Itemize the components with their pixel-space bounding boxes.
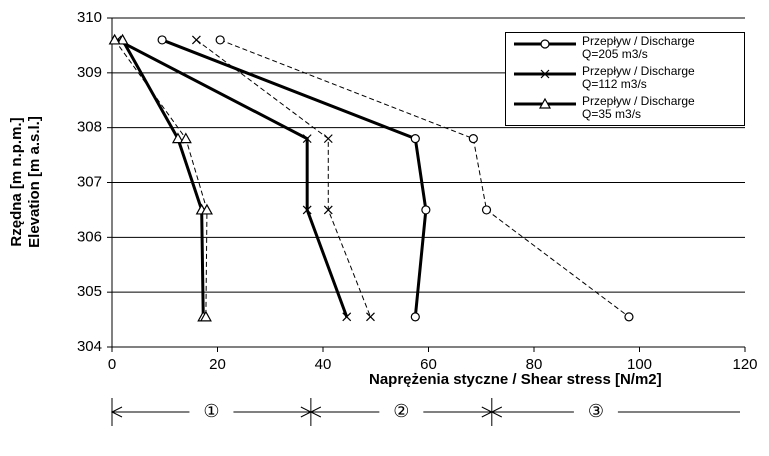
marker (200, 203, 213, 215)
marker (540, 69, 550, 79)
legend-item: Przepływ / Discharge Q=112 m3/s (506, 65, 744, 95)
y-tick-label: 308 (77, 119, 102, 136)
marker (108, 33, 121, 45)
legend-item: Przepływ / Discharge Q=205 m3/s (506, 35, 744, 65)
legend-swatch (514, 39, 576, 49)
x-tick-label: 40 (315, 356, 332, 373)
marker (157, 35, 167, 45)
marker (538, 97, 552, 109)
marker (191, 35, 201, 45)
x-tick-label: 100 (627, 356, 652, 373)
zone-arrow (490, 406, 503, 418)
series-line (121, 39, 205, 317)
marker (410, 134, 420, 144)
marker (421, 205, 431, 215)
marker (410, 312, 420, 322)
zone-label: ③ (588, 401, 604, 421)
marker (215, 35, 225, 45)
x-tick-label: 80 (526, 356, 543, 373)
series-line (161, 38, 428, 317)
legend-label: Przepływ / Discharge Q=112 m3/s (582, 64, 695, 91)
y-tick-label: 304 (77, 338, 102, 355)
marker (366, 312, 375, 322)
marker (481, 205, 492, 215)
series-line (116, 38, 349, 318)
y-tick-label: 310 (77, 9, 102, 26)
marker (179, 132, 192, 144)
marker (302, 205, 312, 215)
zone-arrow (110, 406, 123, 418)
marker (468, 134, 478, 144)
x-tick-label: 120 (732, 356, 757, 373)
zone-arrow (309, 406, 322, 418)
legend: Przepływ / Discharge Q=205 m3/s Przepływ … (505, 32, 745, 126)
zone-label: ① (203, 401, 219, 421)
y-tick-label: 309 (77, 64, 102, 81)
x-tick-label: 60 (420, 356, 437, 373)
x-axis-label: Naprężenia styczne / Shear stress [N/m2] (369, 371, 662, 388)
marker (342, 312, 352, 322)
marker (171, 132, 184, 144)
series-line (196, 39, 371, 318)
legend-item: Przepływ / Discharge Q=35 m3/s (506, 95, 744, 125)
legend-swatch (514, 97, 576, 109)
series-line (114, 39, 208, 317)
legend-label: Przepływ / Discharge Q=205 m3/s (582, 34, 695, 61)
y-tick-label: 307 (77, 173, 102, 190)
legend-label: Przepływ / Discharge Q=35 m3/s (582, 94, 695, 121)
x-tick-label: 0 (108, 356, 116, 373)
marker (323, 134, 333, 144)
marker (116, 33, 129, 45)
x-tick-label: 20 (209, 356, 226, 373)
y-axis-label: Rzędna [m n.p.m.] Elevation [m a.s.l.] (8, 116, 43, 248)
zone-label: ② (393, 401, 409, 421)
marker (199, 310, 212, 322)
y-tick-label: 306 (77, 228, 102, 245)
marker (624, 312, 634, 322)
marker (323, 205, 333, 215)
y-tick-label: 305 (77, 283, 102, 300)
marker (540, 39, 550, 49)
marker (302, 134, 312, 144)
legend-swatch (514, 69, 576, 79)
series-line (219, 39, 630, 318)
